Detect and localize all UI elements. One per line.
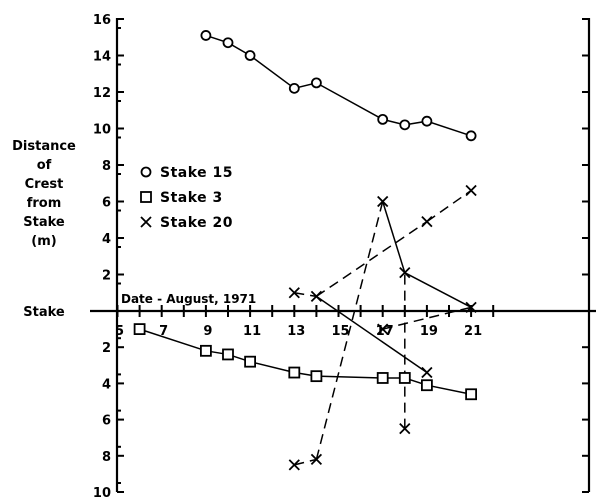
upper-y-tick-label: 14 [93, 50, 111, 65]
upper-y-tick-label: 12 [93, 86, 111, 101]
stake-20-point [310, 290, 323, 303]
x-tick-label: 13 [287, 324, 305, 339]
stake-20-point [399, 423, 411, 435]
stake-3-point [376, 372, 389, 384]
upper-y-tick-label: 4 [102, 232, 111, 247]
x-tick-label: 11 [243, 324, 261, 339]
legend: Stake 15 Stake 3 Stake 20 [140, 165, 233, 231]
stake-20-point [421, 366, 433, 379]
x-tick-label: 7 [159, 324, 168, 339]
y-axis-label-line: Crest [25, 177, 64, 192]
stake-15-point [465, 130, 477, 142]
stake-15-point [377, 113, 389, 125]
stake-20-point [465, 184, 477, 197]
baseline-label: Stake [23, 305, 65, 320]
date-annotation: Date - August, 1971 [121, 292, 256, 306]
stake-3-point [420, 379, 433, 392]
lower-y-tick-label: 4 [102, 377, 111, 392]
stake-20-segment [315, 220, 428, 298]
lower-y-tick-label: 6 [102, 414, 111, 429]
legend-marker-x [140, 216, 152, 228]
stake-15-point [244, 50, 256, 61]
stake-20-point [465, 301, 477, 313]
legend-marker-circle [140, 166, 152, 178]
stake-20-segment [294, 292, 317, 298]
stake-3-point [288, 366, 301, 379]
y-axis-label-line: Distance [12, 139, 76, 154]
stake-15-point [399, 119, 411, 131]
upper-y-tick-label: 16 [93, 13, 111, 28]
stake-20-point [310, 453, 323, 466]
lower-y-tick-label: 8 [102, 450, 111, 465]
stake-3-line [139, 328, 472, 395]
stake-3-point [199, 344, 212, 357]
stake-3-point [465, 388, 478, 401]
stake-20-segment [315, 201, 384, 460]
stake-3-point [222, 348, 234, 361]
stake-15-point [200, 30, 212, 41]
stake-20-segment [381, 201, 406, 273]
upper-y-tick-label: 2 [102, 269, 111, 284]
x-tick-label: 9 [203, 324, 212, 339]
stake-15-point [421, 115, 433, 127]
legend-marker-square [140, 191, 152, 203]
stake-3-point [133, 323, 146, 336]
stake-3-point [310, 370, 323, 383]
upper-y-tick-label: 6 [102, 196, 111, 211]
stake-20-point [399, 267, 411, 279]
stake-15-point [310, 77, 322, 89]
x-tick-label: 5 [115, 324, 124, 339]
stake-20-point [377, 323, 389, 335]
x-tick-label: 19 [420, 324, 438, 339]
y-axis-label-line: of [37, 158, 52, 173]
legend-label: Stake 20 [160, 215, 233, 231]
legend-label: Stake 3 [160, 190, 223, 206]
stake-20-segment [426, 189, 472, 223]
y-axis-label-line: (m) [31, 234, 56, 249]
stake-15-point [222, 37, 234, 49]
legend-label: Stake 15 [160, 165, 233, 181]
y-axis-label: Distance of Crest from Stake (m) [12, 139, 76, 249]
x-tick-label: 21 [464, 324, 482, 339]
lower-y-tick-label: 2 [102, 341, 111, 356]
stake-20-point [421, 215, 433, 228]
upper-y-tick-label: 8 [102, 159, 111, 174]
stake-3-point [398, 372, 411, 384]
lower-y-tick-label: 10 [93, 486, 111, 501]
upper-y-tick-label: 10 [93, 123, 111, 138]
x-tick-label: 15 [331, 324, 349, 339]
stake-20-point [377, 195, 389, 208]
stake-20-point [288, 287, 300, 299]
y-axis-label-line: Stake [23, 215, 65, 230]
stake-3-point [244, 355, 257, 368]
stake-20-segment [404, 272, 472, 309]
stake-20-segment [294, 458, 317, 466]
y-axis-label-line: from [27, 196, 62, 211]
stake-20-point [288, 459, 300, 471]
stake-15-point [288, 82, 300, 94]
stake-20-segment [315, 295, 428, 374]
